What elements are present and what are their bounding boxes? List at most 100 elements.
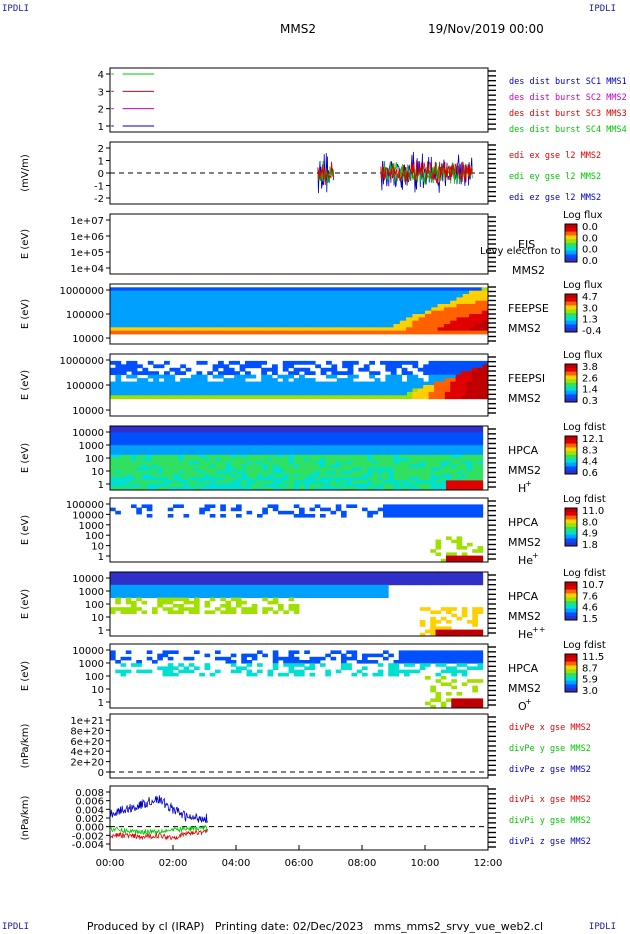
hpca-o-cell bbox=[335, 650, 342, 654]
hpca-h-cell bbox=[183, 477, 190, 481]
hpca-h-cell bbox=[393, 432, 400, 436]
feeps-ion-cell bbox=[261, 381, 267, 386]
hpca-o-cell bbox=[430, 698, 436, 702]
hpca-h-cell bbox=[267, 429, 274, 433]
hpca-hepp-cell bbox=[461, 607, 468, 611]
hpca-hepp-cell bbox=[425, 629, 431, 634]
hpca-hepp-cell bbox=[236, 572, 242, 576]
hpca-hepp-cell bbox=[356, 591, 363, 595]
feeps-electron-cell bbox=[154, 297, 161, 302]
hpca-h-cell bbox=[293, 458, 300, 462]
hpca-o-cell bbox=[131, 663, 137, 667]
hpca-hepp-cell bbox=[257, 581, 263, 586]
feeps-ion-cell bbox=[385, 381, 392, 386]
hpca-he-cell bbox=[404, 514, 410, 518]
y-tick-label: 10 bbox=[91, 613, 104, 624]
hpca-h-cell bbox=[262, 426, 268, 430]
hpca-h-cell bbox=[388, 448, 394, 452]
feeps-electron-cell bbox=[456, 317, 464, 322]
hpca-h-cell bbox=[131, 432, 137, 436]
feeps-ion-cell bbox=[309, 378, 316, 382]
hpca-h-cell bbox=[446, 454, 452, 459]
hpca-hepp-cell bbox=[146, 584, 153, 589]
feeps-ion-cell bbox=[153, 374, 159, 379]
hpca-h-cell bbox=[341, 438, 347, 443]
feeps-electron-cell bbox=[242, 314, 249, 318]
colorbar-segment bbox=[565, 301, 577, 306]
hpca-hepp-cell bbox=[178, 584, 184, 589]
feeps-electron-cell bbox=[179, 330, 186, 335]
feeps-electron-cell bbox=[450, 307, 457, 312]
feeps-electron-cell bbox=[248, 294, 256, 298]
hpca-hepp-cell bbox=[293, 588, 300, 592]
hpca-o-cell bbox=[152, 660, 158, 664]
hpca-h-cell bbox=[236, 432, 242, 436]
feeps-electron-cell bbox=[267, 330, 275, 335]
feeps-electron-cell bbox=[147, 297, 155, 302]
feeps-electron-cell bbox=[469, 317, 476, 322]
feeps-electron-cell bbox=[204, 310, 212, 315]
feeps-electron-cell bbox=[456, 314, 464, 318]
feeps-electron-cell bbox=[387, 297, 394, 302]
hpca-h-cell bbox=[414, 483, 421, 488]
hpca-h-cell bbox=[194, 461, 200, 465]
hpca-hepp-cell bbox=[167, 591, 174, 595]
hpca-h-cell bbox=[204, 426, 211, 430]
feeps-electron-cell bbox=[374, 330, 382, 335]
feeps-electron-cell bbox=[469, 307, 476, 312]
hpca-h-cell bbox=[183, 435, 190, 440]
hpca-o-cell bbox=[167, 650, 174, 654]
feeps-electron-cell bbox=[393, 324, 401, 328]
feeps-ion-cell bbox=[455, 374, 462, 379]
hpca-h-cell bbox=[246, 454, 253, 459]
hpca-h-cell bbox=[388, 477, 394, 481]
hpca-o-cell bbox=[372, 672, 379, 677]
hpca-h-cell bbox=[215, 451, 221, 456]
hpca-h-cell bbox=[435, 435, 442, 440]
feeps-electron-cell bbox=[343, 320, 350, 325]
hpca-hepp-cell bbox=[362, 584, 368, 589]
hpca-h-cell bbox=[157, 438, 163, 443]
hpca-o-cell bbox=[377, 672, 384, 677]
feeps-ion-cell bbox=[450, 385, 456, 389]
hpca-h-cell bbox=[167, 445, 174, 449]
hpca-h-cell bbox=[152, 432, 158, 436]
feeps-electron-cell bbox=[292, 330, 300, 335]
feeps-electron-cell bbox=[160, 330, 168, 335]
hpca-hepp-cell bbox=[456, 575, 463, 579]
feeps-electron-cell bbox=[292, 304, 300, 308]
hpca-h-cell bbox=[220, 448, 226, 452]
hpca-hepp-cell bbox=[246, 584, 253, 589]
hpca-hepp-cell bbox=[430, 620, 436, 624]
hpca-h-cell bbox=[393, 486, 400, 491]
feeps-electron-cell bbox=[147, 320, 155, 325]
hpca-h-cell bbox=[215, 474, 221, 478]
feeps-electron-cell bbox=[254, 307, 262, 312]
hpca-hepp-cell bbox=[167, 594, 174, 598]
hpca-h-cell bbox=[199, 470, 205, 475]
hpca-hepp-cell bbox=[157, 572, 163, 576]
colorbar-segment bbox=[565, 447, 577, 452]
hpca-he-cell bbox=[267, 504, 274, 508]
feeps-electron-cell bbox=[185, 320, 193, 325]
y-axis-label: E (eV) bbox=[20, 299, 31, 329]
feeps-electron-cell bbox=[475, 287, 483, 292]
hpca-h-cell bbox=[146, 454, 153, 459]
colorbar-segment bbox=[565, 294, 577, 299]
hpca-hepp-cell bbox=[446, 626, 452, 630]
feeps-electron-cell bbox=[406, 317, 413, 322]
y-tick-label: 2e+20 bbox=[70, 758, 104, 769]
feeps-ion-cell bbox=[482, 391, 489, 396]
hpca-o-cell bbox=[419, 663, 426, 667]
hpca-o-cell bbox=[414, 669, 421, 674]
hpca-h-cell bbox=[335, 480, 342, 484]
hpca-hepp-cell bbox=[293, 572, 300, 576]
hpca-hepp-cell bbox=[141, 575, 148, 579]
hpca-hepp-cell bbox=[173, 575, 179, 579]
hpca-hepp-cell bbox=[209, 578, 216, 582]
hpca-h-cell bbox=[299, 448, 305, 452]
hpca-hepp-cell bbox=[435, 620, 442, 624]
hpca-h-cell bbox=[430, 448, 436, 452]
feeps-ion-cell bbox=[207, 391, 213, 396]
